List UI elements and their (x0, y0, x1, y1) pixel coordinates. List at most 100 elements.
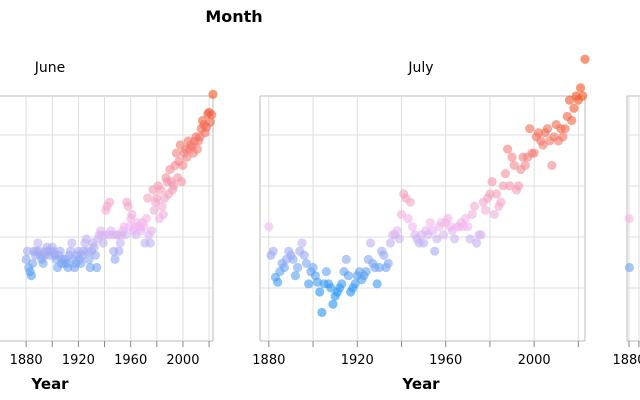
data-point (525, 124, 535, 134)
data-point (55, 246, 65, 256)
data-point (328, 299, 338, 309)
data-point (624, 213, 634, 224)
data-point (465, 234, 475, 244)
data-point (487, 177, 497, 187)
data-point (139, 222, 149, 232)
data-point (169, 181, 179, 191)
data-point (467, 209, 477, 220)
data-point (290, 271, 300, 281)
data-point (171, 148, 182, 158)
data-point (365, 238, 376, 248)
data-point (567, 115, 577, 126)
data-point (308, 262, 318, 273)
x-tick-label: 1920 (62, 353, 95, 368)
data-point (315, 287, 325, 297)
data-point (463, 222, 473, 232)
data-point (564, 95, 575, 105)
data-point (430, 246, 440, 256)
data-point (485, 189, 495, 199)
data-point (85, 262, 95, 273)
data-point (297, 238, 307, 248)
data-point (120, 230, 131, 240)
data-point (98, 238, 108, 248)
facet-next: 1880 (612, 95, 640, 368)
data-point (509, 160, 519, 171)
facet-label-june: June (34, 60, 66, 76)
data-point (38, 258, 48, 269)
data-point (208, 89, 218, 99)
data-point (575, 83, 586, 93)
data-point (472, 238, 482, 248)
data-point (405, 197, 415, 207)
data-point (304, 279, 314, 289)
data-point (489, 209, 499, 220)
data-point (76, 258, 86, 269)
data-point (292, 262, 303, 273)
data-point (343, 271, 354, 281)
data-point (341, 254, 351, 264)
data-point (374, 262, 384, 273)
data-point (273, 277, 283, 287)
data-point (143, 193, 153, 203)
data-point (28, 258, 38, 269)
x-tick-label: 2000 (166, 353, 199, 368)
data-point (514, 181, 524, 191)
data-point (396, 209, 407, 220)
data-point (127, 209, 137, 220)
data-point (326, 283, 336, 293)
data-point (207, 110, 217, 120)
chart-title: Month (205, 7, 262, 26)
data-point (299, 250, 309, 260)
data-point (205, 117, 215, 127)
data-point (123, 201, 133, 211)
data-point (114, 246, 124, 256)
data-point (560, 124, 570, 134)
data-point (89, 242, 99, 252)
data-point (520, 160, 530, 171)
data-point (491, 189, 502, 199)
data-point (403, 213, 413, 224)
data-point (149, 205, 159, 215)
data-point (317, 307, 327, 318)
data-point (505, 181, 515, 191)
data-point (507, 152, 517, 162)
data-point (461, 213, 471, 224)
x-tick-label: 1880 (612, 353, 640, 368)
data-point (22, 246, 33, 256)
data-point (26, 271, 36, 281)
data-point (394, 234, 404, 244)
data-point (372, 279, 382, 289)
data-point (569, 103, 579, 113)
data-point (538, 140, 548, 150)
data-point (279, 262, 289, 273)
data-point (496, 197, 506, 207)
data-point (177, 177, 187, 187)
data-point (156, 185, 166, 195)
data-point (350, 279, 360, 289)
data-point (178, 160, 188, 171)
data-point (503, 144, 513, 154)
data-point (337, 279, 347, 289)
data-point (392, 226, 402, 236)
data-point (90, 250, 100, 260)
data-point (476, 230, 486, 240)
x-tick-label: 1960 (114, 353, 147, 368)
data-point (288, 254, 298, 264)
data-point (469, 201, 480, 211)
x-tick-label: 1960 (429, 353, 462, 368)
data-point (419, 238, 429, 248)
data-point (385, 238, 396, 248)
data-point (33, 238, 43, 248)
data-point (152, 193, 162, 203)
x-tick-label: 2000 (518, 353, 551, 368)
data-point (268, 246, 278, 256)
data-point (92, 262, 102, 273)
facet-june: June 1880 1920 1960 2000 Year (0, 60, 218, 393)
x-tick-label: 1880 (10, 353, 43, 368)
data-point (63, 262, 73, 273)
data-point (145, 238, 155, 248)
data-point (192, 144, 202, 154)
data-point (542, 124, 553, 134)
data-point (379, 250, 389, 260)
